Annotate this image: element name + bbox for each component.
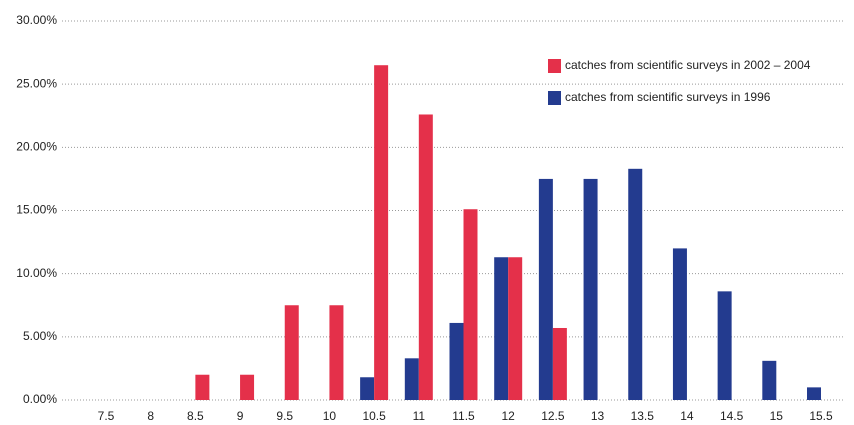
x-tick-label: 15 [770,409,784,423]
x-tick-label: 8.5 [187,409,204,423]
bar [672,248,687,400]
bar [404,358,419,400]
y-tick-label: 25.00% [16,76,57,90]
x-tick-label: 14.5 [720,409,744,423]
legend-label: catches from scientific surveys in 1996 [565,90,771,104]
x-tick-label: 9 [237,409,244,423]
x-tick-label: 12.5 [541,409,565,423]
x-tick-label: 11.5 [452,409,475,423]
bar [628,168,643,400]
y-tick-label: 0.00% [23,392,57,406]
y-tick-label: 30.00% [16,13,57,27]
bar [195,374,210,400]
x-tick-label: 7.5 [98,409,115,423]
bar [360,377,375,400]
x-tick-label: 10 [323,409,337,423]
bar [494,257,509,400]
x-tick-label: 13.5 [631,409,655,423]
x-tick-label: 9.5 [276,409,293,423]
x-tick-label: 13 [591,409,605,423]
x-tick-label: 10.5 [362,409,386,423]
bar [374,65,389,400]
bar [508,257,523,400]
y-tick-label: 10.00% [16,266,57,280]
bar [449,322,464,400]
bar [418,114,433,400]
y-tick-label: 20.00% [16,140,57,154]
bar [552,327,567,400]
bar [329,305,344,400]
x-tick-label: 11 [413,409,426,423]
bar [583,178,598,400]
legend-swatch [548,91,561,105]
bar [762,360,777,400]
legend-label: catches from scientific surveys in 2002 … [565,58,811,72]
x-tick-label: 8 [147,409,154,423]
bar [240,374,255,400]
x-tick-label: 12 [502,409,516,423]
bar [538,178,553,400]
bar [807,387,821,400]
bar [463,209,478,400]
bar [717,291,732,400]
x-tick-label: 15.5 [809,409,833,423]
bar [284,305,299,400]
y-tick-label: 15.00% [16,203,57,217]
legend-swatch [548,59,561,73]
x-tick-label: 14 [680,409,694,423]
y-tick-label: 5.00% [23,329,57,343]
